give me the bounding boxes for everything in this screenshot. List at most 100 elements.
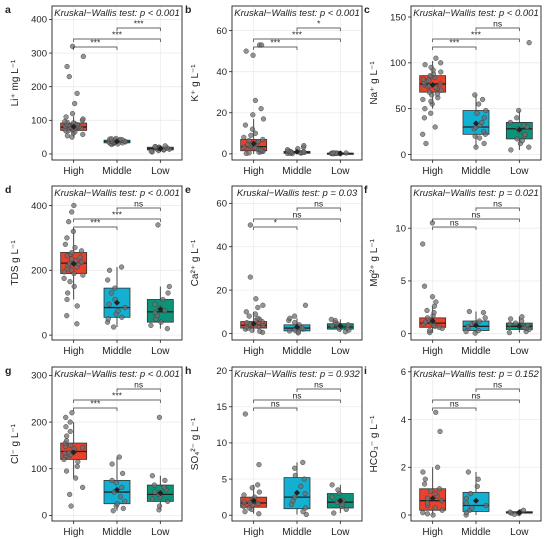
significance-bracket (73, 226, 118, 230)
y-axis-label: TDS g L⁻¹ (10, 240, 21, 286)
data-point (248, 132, 254, 138)
data-point (506, 330, 512, 336)
y-tick-label: 150 (390, 12, 406, 23)
significance-bracket (253, 226, 298, 230)
data-point (432, 84, 439, 91)
data-point (438, 87, 444, 93)
significance-bracket (73, 38, 161, 42)
data-point (80, 131, 86, 138)
mean-marker (429, 81, 436, 88)
data-point (72, 245, 78, 251)
data-point (481, 140, 487, 147)
y-tick-label: 0 (401, 329, 406, 340)
data-point (75, 459, 81, 465)
data-point (148, 148, 154, 154)
data-point (165, 290, 171, 296)
x-tick-label-middle: Middle (461, 527, 491, 538)
y-tick-label: 0 (42, 330, 47, 341)
x-tick-label-low: Low (331, 527, 350, 538)
significance-label: ns (293, 210, 302, 220)
y-tick-label: 300 (31, 371, 47, 382)
panel-c: c 0 50 100 150 Na⁺ g L⁻¹ High Middle Low Kruskal−… (364, 4, 542, 177)
significance-label: *** (270, 38, 281, 48)
data-point (152, 489, 158, 495)
data-point (474, 110, 480, 116)
data-point (481, 115, 487, 121)
data-point (155, 222, 161, 228)
data-point (246, 313, 252, 319)
data-point (420, 241, 426, 247)
data-point (475, 327, 481, 334)
data-point (428, 98, 434, 104)
data-point (475, 476, 481, 482)
data-point (420, 76, 426, 82)
data-point (292, 320, 298, 326)
data-point (68, 442, 74, 449)
data-point (472, 133, 478, 139)
y-tick-label: 200 (31, 266, 47, 277)
mean-marker (337, 322, 344, 329)
significance-label: ns (134, 380, 143, 390)
data-point (74, 321, 80, 327)
data-point (520, 507, 527, 513)
data-point (79, 445, 86, 451)
y-tick-label: 20 (216, 285, 227, 296)
mean-marker (473, 120, 479, 127)
data-point (64, 296, 70, 303)
x-tick-label-high: High (63, 166, 84, 177)
data-point (80, 484, 86, 491)
y-tick-label: 0 (42, 149, 47, 160)
mean-marker (294, 489, 300, 496)
data-point (66, 219, 72, 225)
mean-marker (473, 322, 479, 329)
y-tick-label: 200 (31, 417, 47, 428)
kruskal-wallis-label: Kruskal−Wallis test: p = 0.932 (234, 369, 360, 380)
x-tick-label-middle: Middle (102, 346, 132, 357)
data-point (113, 480, 119, 486)
x-tick-label-high: High (243, 346, 264, 357)
data-point (292, 465, 298, 471)
data-point (476, 101, 482, 107)
kruskal-wallis-label: Kruskal−Wallis test: p = 0.03 (237, 188, 358, 199)
data-point (512, 320, 519, 326)
data-point (162, 143, 168, 149)
mean-marker (157, 490, 164, 496)
data-point (71, 202, 77, 209)
panel-letter: b (185, 4, 191, 16)
data-point (120, 505, 126, 512)
significance-label: ns (493, 199, 502, 209)
data-point (64, 433, 70, 439)
y-tick-label: 15 (216, 402, 227, 413)
data-point (67, 279, 73, 285)
data-point (250, 112, 256, 118)
data-point (66, 449, 72, 456)
y-tick-label: 5 (222, 474, 227, 485)
data-point (302, 490, 308, 497)
significance-label: ns (134, 199, 143, 209)
data-point (69, 410, 75, 416)
data-point (422, 106, 428, 112)
significance-bracket (116, 207, 161, 211)
x-tick-label-low: Low (510, 346, 529, 357)
data-point (420, 131, 426, 137)
kruskal-wallis-label: Kruskal−Wallis test: p = 0.152 (413, 369, 539, 380)
data-point (257, 328, 263, 334)
significance-bracket (432, 38, 520, 42)
data-point (426, 77, 432, 83)
panel-letter: c (364, 4, 370, 16)
data-point (260, 302, 266, 308)
data-point (508, 147, 514, 153)
mean-marker (250, 320, 257, 327)
data-point (241, 134, 247, 141)
y-tick-label: 60 (216, 199, 227, 210)
kruskal-wallis-label: Kruskal−Wallis test: p < 0.001 (54, 188, 180, 199)
significance-label: *** (134, 19, 145, 29)
data-point (423, 140, 429, 147)
data-point (252, 311, 258, 317)
data-point (242, 411, 248, 417)
data-point (80, 272, 86, 278)
data-point (249, 126, 256, 132)
data-point (69, 110, 76, 117)
data-point (151, 482, 157, 488)
